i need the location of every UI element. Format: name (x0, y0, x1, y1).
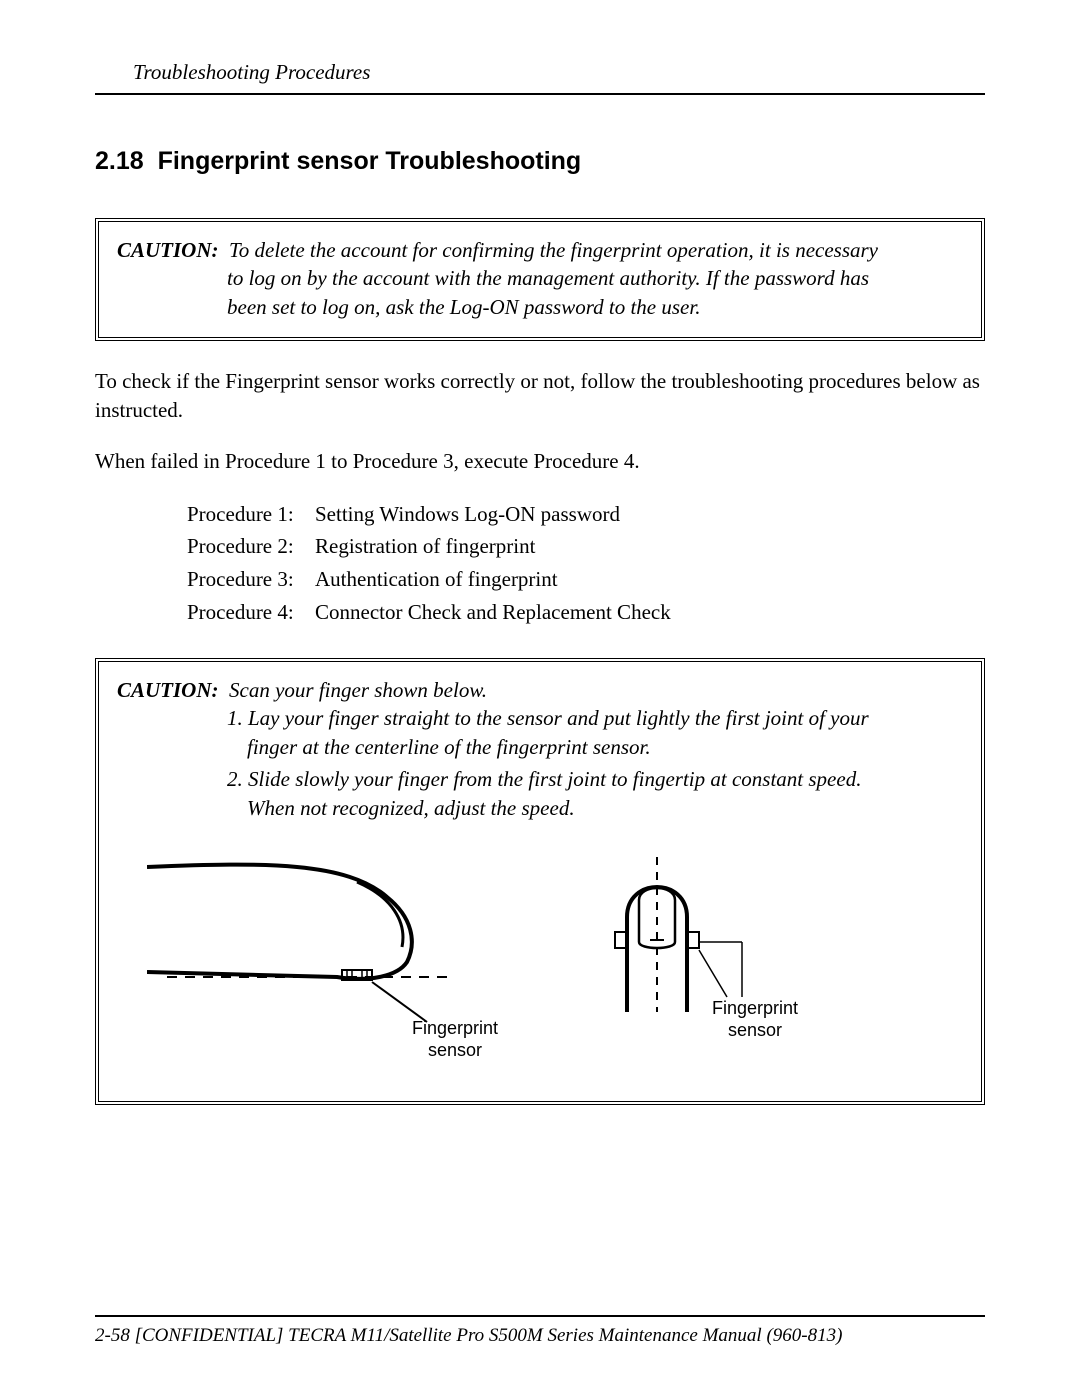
step2-line1: 2. Slide slowly your finger from the fir… (227, 767, 861, 791)
step2-line2: When not recognized, adjust the speed. (227, 796, 575, 820)
procedure-text: Setting Windows Log-ON password (315, 498, 620, 531)
procedure-row: Procedure 2: Registration of fingerprint (187, 530, 985, 563)
finger-side-view: Fingerprint sensor (147, 842, 577, 1062)
sensor-label-right: Fingerprint sensor (712, 997, 798, 1042)
step1-line2: finger at the centerline of the fingerpr… (227, 735, 651, 759)
sensor-label-right-2: sensor (728, 1020, 782, 1040)
page-footer: 2-58 [CONFIDENTIAL] TECRA M11/Satellite … (95, 1315, 985, 1347)
sensor-label-right-1: Fingerprint (712, 998, 798, 1018)
procedure-list: Procedure 1: Setting Windows Log-ON pass… (187, 498, 985, 628)
caution1-line1: To delete the account for confirming the… (229, 238, 878, 262)
caution1-line2: to log on by the account with the manage… (117, 264, 963, 292)
sensor-label-left: Fingerprint sensor (412, 1017, 498, 1062)
finger-top-view: Fingerprint sensor (597, 842, 847, 1062)
procedure-label: Procedure 1: (187, 498, 297, 531)
footer-rule (95, 1315, 985, 1317)
caution1-line3: been set to log on, ask the Log-ON passw… (117, 293, 963, 321)
procedure-label: Procedure 3: (187, 563, 297, 596)
procedure-text: Authentication of fingerprint (315, 563, 558, 596)
section-title: Fingerprint sensor Troubleshooting (158, 147, 582, 175)
procedure-label: Procedure 2: (187, 530, 297, 563)
procedure-row: Procedure 3: Authentication of fingerpri… (187, 563, 985, 596)
caution-label: CAUTION: (117, 238, 219, 262)
page-header-title: Troubleshooting Procedures (133, 60, 985, 85)
header-rule (95, 93, 985, 95)
procedure-row: Procedure 4: Connector Check and Replace… (187, 596, 985, 629)
procedure-text: Registration of fingerprint (315, 530, 535, 563)
procedure-row: Procedure 1: Setting Windows Log-ON pass… (187, 498, 985, 531)
caution2-intro: Scan your finger shown below. (229, 678, 487, 702)
section-heading: 2.18 Fingerprint sensor Troubleshooting (95, 147, 985, 176)
paragraph-2: When failed in Procedure 1 to Procedure … (95, 447, 985, 476)
procedure-label: Procedure 4: (187, 596, 297, 629)
scan-steps: 1. Lay your finger straight to the senso… (117, 704, 963, 821)
caution-box-2: CAUTION: Scan your finger shown below. 1… (95, 658, 985, 1105)
step1-line1: 1. Lay your finger straight to the senso… (227, 706, 869, 730)
procedure-text: Connector Check and Replacement Check (315, 596, 671, 629)
diagram-area: Fingerprint sensor (117, 842, 963, 1077)
footer-text: 2-58 [CONFIDENTIAL] TECRA M11/Satellite … (95, 1325, 985, 1347)
caution-box-1: CAUTION: To delete the account for confi… (95, 218, 985, 341)
paragraph-1: To check if the Fingerprint sensor works… (95, 367, 985, 425)
sensor-label-left-1: Fingerprint (412, 1018, 498, 1038)
section-number: 2.18 (95, 147, 144, 175)
caution-label: CAUTION: (117, 678, 219, 702)
sensor-label-left-2: sensor (428, 1040, 482, 1060)
